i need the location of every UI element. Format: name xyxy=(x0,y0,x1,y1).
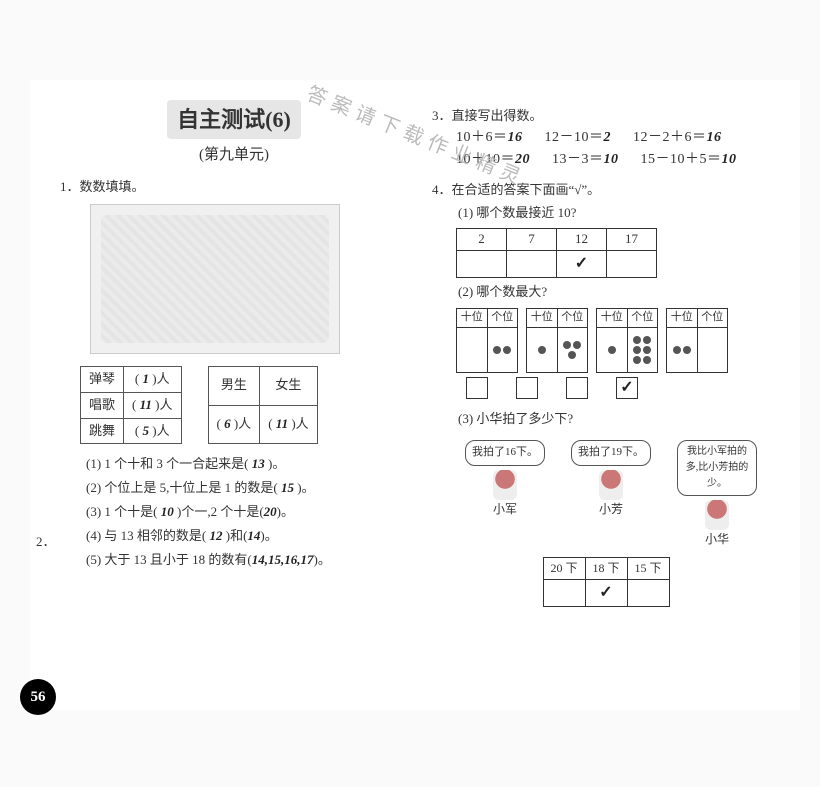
page-number: 56 xyxy=(20,679,56,715)
place-value-chart: 十位个位 xyxy=(526,308,588,373)
page-title: 自主测试(6) xyxy=(167,100,301,139)
page: 自主测试(6) (第九单元) 1．数数填填。 弹琴( 1 )人 唱歌( 11 )… xyxy=(30,80,800,710)
child-icon xyxy=(705,500,729,530)
page-subtitle: (第九单元) xyxy=(60,143,408,167)
q4-1-label: (1) 哪个数最接近 10? xyxy=(458,203,780,224)
q1-heading: 1．数数填填。 xyxy=(60,177,408,198)
child-icon xyxy=(493,470,517,500)
q2: (1) 1 个十和 3 个一合起来是( 13 )。 (2) 个位上是 5,十位上… xyxy=(60,454,408,570)
q4-heading: 4．在合适的答案下面画“√”。 xyxy=(432,180,780,201)
q4-2-placevalue: 十位个位十位个位十位个位十位个位 xyxy=(456,308,780,373)
kid-xiaojun: 我拍了16下。 小军 xyxy=(465,440,545,549)
q3-heading: 3．直接写出得数。 xyxy=(432,106,780,127)
q4-2-label: (2) 哪个数最大? xyxy=(458,282,780,303)
answer-box xyxy=(516,377,538,399)
q4-3-kids: 我拍了16下。 小军 我拍了19下。 小芳 我比小军拍的多,比小芳拍的少。 小华 xyxy=(452,440,770,549)
kid-xiaofang: 我拍了19下。 小芳 xyxy=(571,440,651,549)
q4-3-table: 20 下 18 下 15 下 ✓ xyxy=(543,557,670,607)
q1-table-b: 男生女生 ( 6 )人( 11 )人 xyxy=(208,366,318,444)
q1-table-a: 弹琴( 1 )人 唱歌( 11 )人 跳舞( 5 )人 xyxy=(80,366,182,444)
left-column: 自主测试(6) (第九单元) 1．数数填填。 弹琴( 1 )人 唱歌( 11 )… xyxy=(30,80,422,710)
check-icon: ✓ xyxy=(575,255,588,272)
place-value-chart: 十位个位 xyxy=(596,308,658,373)
child-icon xyxy=(599,470,623,500)
q3-row1: 10＋6＝16 12－10＝2 12－2＋6＝16 xyxy=(456,127,780,149)
place-value-chart: 十位个位 xyxy=(666,308,728,373)
q2-number: 2． xyxy=(36,532,56,553)
place-value-chart: 十位个位 xyxy=(456,308,518,373)
q4-3-label: (3) 小华拍了多少下? xyxy=(458,409,780,430)
q4-1-table: 2 7 12 17 ✓ xyxy=(456,228,657,277)
answer-box: ✓ xyxy=(616,377,638,399)
q1-illustration xyxy=(90,204,340,354)
answer-box xyxy=(466,377,488,399)
q3-row2: 10＋10＝20 13－3＝10 15－10＋5＝10 xyxy=(456,149,780,171)
answer-box xyxy=(566,377,588,399)
right-column: 3．直接写出得数。 10＋6＝16 12－10＝2 12－2＋6＝16 10＋1… xyxy=(422,80,800,710)
check-icon: ✓ xyxy=(599,584,612,601)
kid-xiaohua: 我比小军拍的多,比小芳拍的少。 小华 xyxy=(677,440,757,549)
q4-2-boxes: ✓ xyxy=(466,377,780,399)
